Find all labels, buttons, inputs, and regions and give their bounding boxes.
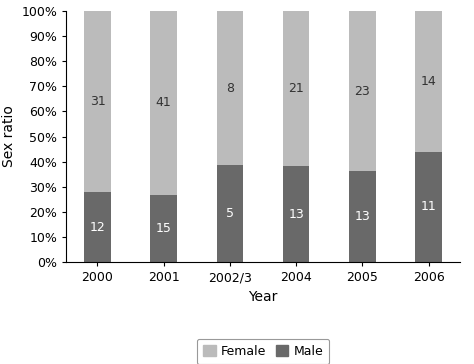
Text: 11: 11 — [421, 200, 437, 213]
Bar — [415, 151, 442, 262]
Bar — [217, 166, 243, 262]
Text: 31: 31 — [90, 95, 105, 108]
Bar — [349, 11, 376, 171]
Text: 41: 41 — [156, 96, 172, 109]
Text: 23: 23 — [355, 85, 370, 98]
Text: 13: 13 — [288, 207, 304, 221]
Text: 21: 21 — [288, 82, 304, 95]
Bar — [84, 11, 111, 192]
Bar — [217, 11, 243, 166]
Text: 13: 13 — [355, 210, 370, 223]
Text: 5: 5 — [226, 207, 234, 220]
Bar — [84, 192, 111, 262]
Bar — [150, 195, 177, 262]
Text: 15: 15 — [156, 222, 172, 235]
X-axis label: Year: Year — [248, 290, 278, 304]
Text: 12: 12 — [90, 221, 105, 234]
Text: 14: 14 — [421, 75, 437, 88]
Bar — [283, 11, 310, 166]
Bar — [283, 166, 310, 262]
Bar — [150, 11, 177, 195]
Text: 8: 8 — [226, 82, 234, 95]
Bar — [349, 171, 376, 262]
Bar — [415, 11, 442, 151]
Legend: Female, Male: Female, Male — [197, 339, 329, 364]
Y-axis label: Sex ratio: Sex ratio — [2, 106, 16, 167]
